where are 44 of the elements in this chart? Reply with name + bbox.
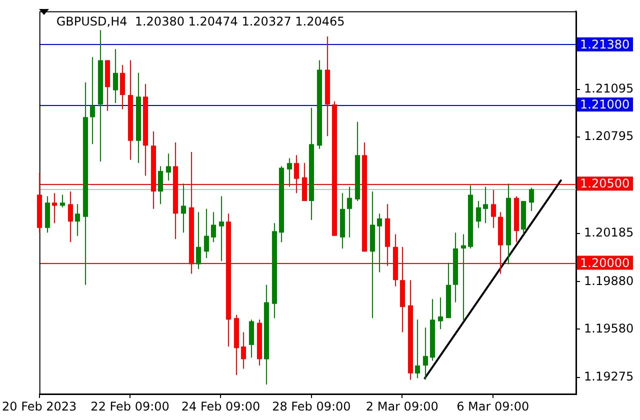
candlestick [219,196,224,262]
candlestick [415,319,420,379]
candlestick [241,332,246,370]
y-tick-label: 1.19580 [584,321,634,336]
candlestick [491,189,496,228]
candlestick [461,234,466,322]
x-tick-label: 22 Feb 09:00 [90,399,170,414]
candlestick [181,183,186,234]
candlestick [347,186,352,238]
x-tick-label: 2 Mar 09:00 [366,399,438,414]
x-tick-label: 24 Feb 09:00 [181,399,260,414]
candlestick [60,194,65,208]
candlestick [75,204,80,236]
candlestick [211,212,216,243]
candlestick [529,187,534,212]
x-tick-label: 6 Mar 09:00 [456,399,530,414]
candlestick [476,200,481,228]
candlestick [90,56,95,145]
candlestick [113,48,118,104]
candlestick [52,192,57,224]
candlestick [196,212,201,270]
candlestick [166,153,171,181]
x-tick-label: 20 Feb 2023 [2,399,77,414]
ref-line-label: 1.20500 [580,176,630,191]
x-tick-label: 28 Feb 09:00 [272,399,351,414]
candlestick [120,64,125,110]
y-tick-label: 1.20185 [584,226,634,240]
candlestick [204,208,209,258]
y-tick-label: 1.21095 [584,82,634,96]
y-tick-label: 1.19880 [584,274,634,288]
ref-line-label: 1.21000 [580,98,630,112]
candlestick [287,158,292,188]
candlestick [377,213,382,273]
ref-line-label: 1.21380 [580,38,630,52]
candlestick [438,297,443,330]
candlestick [249,319,254,358]
candlestick [158,166,163,205]
candlestick [483,186,488,224]
y-tick-label: 1.20795 [584,129,634,144]
y-tick-label: 1.19275 [584,370,634,384]
candlestick [68,191,73,243]
chart-title: GBPUSD,H4 1.20380 1.20474 1.20327 1.20465 [56,14,345,28]
ref-line-label: 1.20000 [580,256,630,270]
candlestick [423,327,428,380]
